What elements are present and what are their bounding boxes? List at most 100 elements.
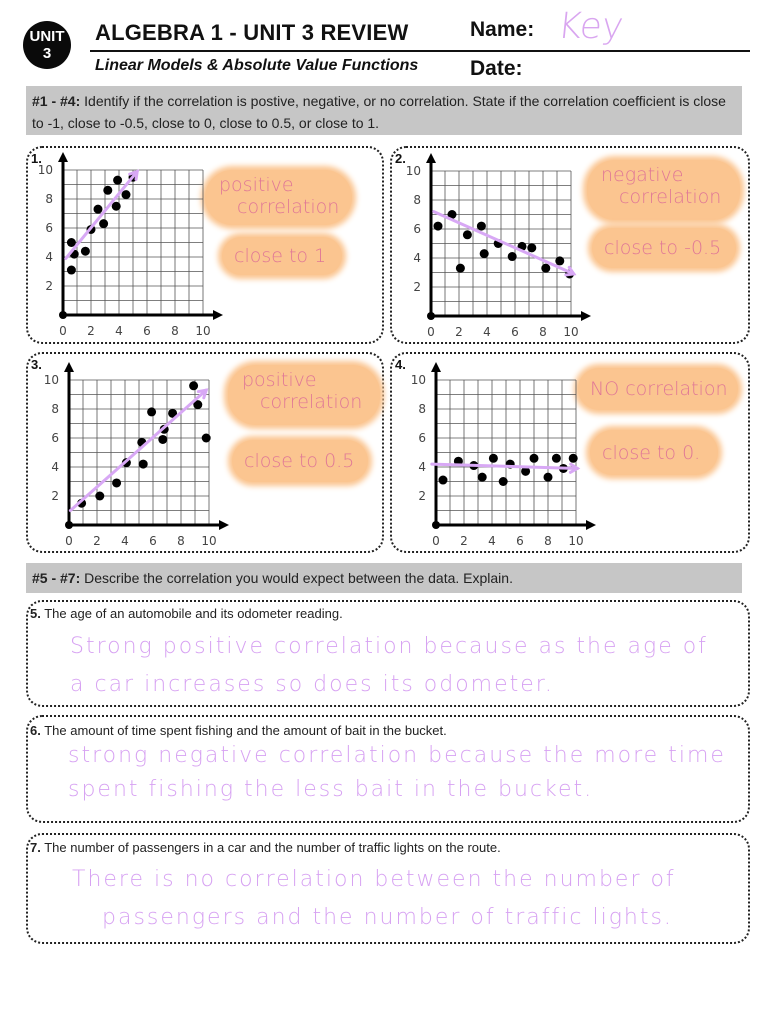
date-label: Date: (470, 57, 523, 80)
question-prompt: 7. The number of passengers in a car and… (30, 840, 501, 855)
x-tick-label: 4 (488, 534, 496, 548)
origin-point (427, 312, 435, 320)
data-point (568, 453, 578, 463)
data-point (93, 204, 103, 214)
x-tick-label: 2 (93, 534, 101, 548)
handwritten-answer: correlation (619, 186, 722, 208)
problem-number: 4. (395, 357, 406, 372)
handwritten-answer: close to 0.5 (244, 450, 355, 472)
correlation-type-highlight: positive correlation (205, 170, 352, 225)
handwritten-answer: positive (242, 369, 317, 391)
answer-line: There is no correlation between the numb… (72, 867, 676, 892)
trend-line (430, 462, 579, 470)
y-tick-label: 2 (45, 279, 53, 293)
answer-line: spent fishing the less bait in the bucke… (68, 777, 594, 802)
y-tick-label: 8 (45, 192, 53, 206)
scatter-chart-4: 0 2 4 6 8 10 2 4 6 8 10 (411, 362, 596, 548)
x-tick-label: 0 (427, 325, 435, 339)
coefficient-highlight: close to 0. (590, 430, 718, 475)
data-point (147, 407, 157, 417)
y-tick-label: 6 (51, 431, 59, 445)
x-tick-label: 6 (143, 324, 151, 338)
data-point (541, 263, 551, 273)
y-tick-label: 6 (45, 221, 53, 235)
x-tick-label: 2 (460, 534, 468, 548)
data-point (201, 433, 211, 443)
data-point (103, 185, 113, 195)
handwritten-answer: close to 1 (234, 245, 327, 267)
scatter-chart-1: 0 2 4 6 8 10 2 4 6 8 10 (38, 152, 223, 338)
instructions-label: #5 - #7: (32, 570, 81, 586)
answer-line: a car increases so does its odometer. (70, 672, 554, 697)
page-title: ALGEBRA 1 - UNIT 3 REVIEW (95, 20, 409, 45)
question-text: The age of an automobile and its odomete… (44, 606, 343, 621)
x-tick-label: 2 (455, 325, 463, 339)
y-tick-label: 4 (45, 250, 53, 264)
y-tick-label: 8 (418, 402, 426, 416)
x-axis-arrow (581, 311, 591, 321)
answer-line: Strong positive correlation because as t… (70, 634, 708, 659)
data-point (112, 478, 122, 488)
correlation-type-highlight: positive correlation (228, 365, 380, 425)
handwritten-answer: NO correlation (590, 378, 728, 400)
trend-line (64, 169, 139, 260)
data-point (527, 243, 537, 253)
data-point (521, 466, 531, 476)
data-point (158, 434, 168, 444)
y-tick-label: 10 (406, 164, 421, 178)
data-point (111, 201, 121, 211)
correlation-type-highlight: negative correlation (587, 160, 740, 220)
data-point (555, 256, 565, 266)
unit-badge-label: UNIT (29, 28, 65, 45)
data-point (80, 246, 90, 256)
instructions-text: Identify if the correlation is postive, … (32, 93, 726, 131)
origin-point (432, 521, 440, 529)
instructions-label: #1 - #4: (32, 93, 81, 109)
x-tick-label: 10 (201, 534, 216, 548)
answer-line: strong negative correlation because the … (68, 743, 726, 768)
origin-point (65, 521, 73, 529)
x-tick-label: 10 (195, 324, 210, 338)
x-axis-arrow (586, 520, 596, 530)
data-point (479, 249, 489, 259)
data-point (193, 400, 203, 410)
handwritten-answer: positive (219, 174, 294, 196)
coefficient-highlight: close to 1 (222, 237, 342, 275)
x-tick-label: 4 (115, 324, 123, 338)
question-number: 7. (30, 840, 41, 855)
unit-badge: UNIT 3 (23, 21, 71, 69)
page-subtitle: Linear Models & Absolute Value Functions (95, 57, 419, 74)
y-tick-label: 10 (44, 373, 59, 387)
y-tick-label: 2 (413, 280, 421, 294)
instructions-5-7: #5 - #7: Describe the correlation you wo… (26, 563, 742, 593)
data-point (113, 175, 123, 185)
data-point (433, 221, 443, 231)
question-6-box: 6. The amount of time spent fishing and … (26, 715, 750, 823)
x-tick-label: 4 (483, 325, 491, 339)
problem-number: 1. (31, 151, 42, 166)
data-point (168, 408, 178, 418)
y-tick-label: 2 (418, 489, 426, 503)
x-tick-label: 10 (563, 325, 578, 339)
name-label: Name: (470, 18, 535, 41)
data-point (438, 475, 448, 485)
data-point (189, 381, 199, 391)
y-tick-label: 10 (411, 373, 426, 387)
y-axis-arrow (431, 362, 441, 372)
y-tick-label: 4 (418, 460, 426, 474)
data-point (455, 263, 465, 273)
name-value: Key (555, 6, 626, 47)
question-number: 6. (30, 723, 41, 738)
handwritten-answer: close to -0.5 (604, 237, 722, 259)
problem-number: 2. (395, 151, 406, 166)
answer-line: passengers and the number of traffic lig… (102, 905, 673, 930)
trend-line (432, 210, 576, 276)
y-axis-arrow (426, 153, 436, 163)
y-axis-arrow (64, 362, 74, 372)
trend-arrowhead (196, 388, 209, 400)
data-point (66, 265, 76, 275)
x-tick-label: 4 (121, 534, 129, 548)
instructions-1-4: #1 - #4: Identify if the correlation is … (26, 86, 742, 135)
instructions-text: Describe the correlation you would expec… (84, 570, 513, 586)
data-point (543, 472, 553, 482)
